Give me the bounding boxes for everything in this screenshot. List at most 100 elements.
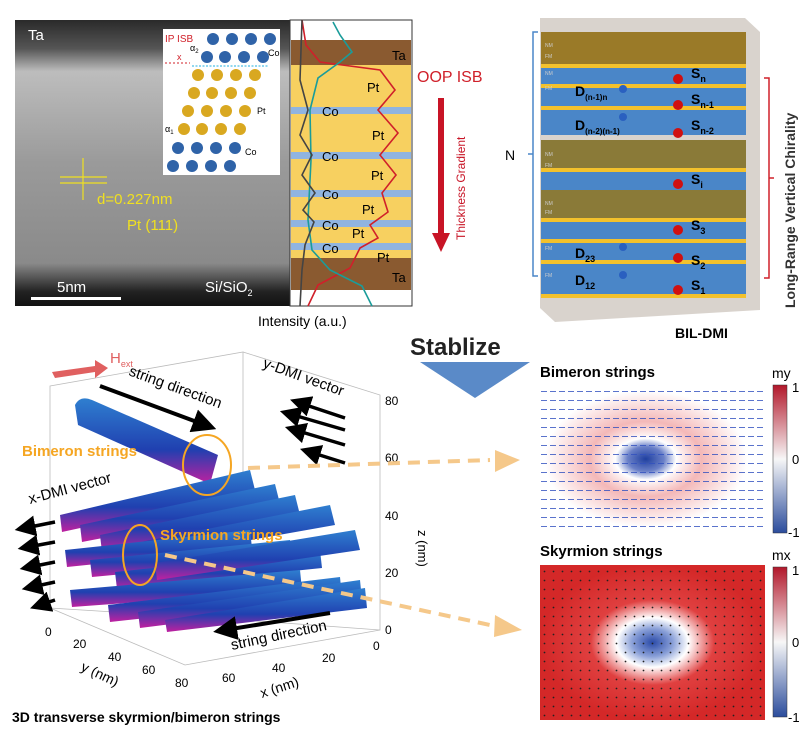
stabilize-arrow [420,362,530,398]
skyrmion-tubes [60,470,367,632]
svg-text:NM: NM [545,71,553,77]
svg-text:0: 0 [385,623,392,637]
x-axis-label: x (nm) [258,673,301,700]
bil-dmi-caption: BIL-DMI [675,325,728,341]
skyrmion-colorbar-label: mx [772,547,791,563]
svg-text:NM: NM [545,152,553,158]
skyrmion-map-title: Skyrmion strings [540,543,663,560]
svg-text:0: 0 [792,635,799,650]
strings-3d-panel: Hext string direction y-DMI vector x-DMI… [12,350,430,725]
ip-isb-inset: IP ISB x α2 α1 Co Pt Co [163,29,280,175]
svg-text:Co: Co [322,187,339,202]
svg-text:40: 40 [108,650,122,664]
multilayer-stack: NM FM NM FM NM FM NM FM FM FM Sn Sn-1 Sn-2 Si… [505,18,798,341]
svg-text:Pt: Pt [362,202,375,217]
substrate-label: Si/SiO2 [205,279,253,298]
y-dmi-label: y-DMI vector [261,355,347,400]
ta-top-label: Ta [28,27,45,44]
svg-text:Sn-1: Sn-1 [691,91,714,110]
inset-co-bottom: Co [245,147,257,157]
svg-text:D12: D12 [575,272,595,291]
svg-text:FM: FM [545,54,552,60]
scale-bar [31,297,121,300]
bimeron-map: Bimeron strings my 1 0 -1 [540,364,800,540]
connector-lines [164,458,491,627]
field-label: Hext [110,350,133,369]
x-dmi-label: x-DMI vector [27,469,114,507]
y-axis-ticks: 0 20 40 60 80 [45,625,189,690]
d-spacing-marker [60,158,107,200]
svg-text:0: 0 [792,452,799,467]
n-label: N [505,147,515,163]
svg-text:60: 60 [142,663,156,677]
svg-text:S1: S1 [691,277,705,296]
svg-text:1: 1 [792,380,799,395]
ip-isb-label: IP ISB [165,34,193,45]
intensity-profile-panel: Ta Pt Co Pt Co Pt Co Pt Co Pt Co Pt Ta I… [258,19,483,329]
skyrmion-map: Skyrmion strings mx 1 0 -1 [540,543,800,725]
svg-text:Pt: Pt [371,168,384,183]
thickness-gradient-label: Thickness Gradient [454,136,468,240]
bimeron-tube [75,398,218,484]
svg-text:NM: NM [545,43,553,49]
tem-image-panel: Ta Si/SiO2 5nm d=0.227nm Pt (111) IP ISB… [15,20,290,306]
skyrmion-strings-label: Skyrmion strings [160,527,283,544]
svg-text:Co: Co [322,241,339,256]
svg-text:D23: D23 [575,245,595,264]
svg-text:S2: S2 [691,252,705,271]
svg-text:0: 0 [45,625,52,639]
svg-text:Pt: Pt [372,128,385,143]
svg-text:Pt: Pt [367,80,380,95]
svg-text:80: 80 [175,676,189,690]
svg-text:Co: Co [322,149,339,164]
svg-text:FM: FM [545,163,552,169]
inset-pt: Pt [257,106,266,116]
svg-text:40: 40 [272,661,286,675]
svg-text:1: 1 [792,563,799,578]
svg-text:D(n-1)n: D(n-1)n [575,83,607,102]
svg-text:0: 0 [373,639,380,653]
chirality-label: Long-Range Vertical Chirality [782,113,798,308]
svg-text:-1: -1 [788,525,800,540]
inset-co-top: Co [268,48,280,58]
layer-labels: Ta Pt Co Pt Co Pt Co Pt Co Pt Co Pt Ta [322,48,407,285]
svg-text:Sn-2: Sn-2 [691,117,714,136]
svg-text:FM: FM [545,86,552,92]
intensity-axis-label: Intensity (a.u.) [258,313,347,329]
svg-text:FM: FM [545,210,552,216]
strings-caption: 3D transverse skyrmion/bimeron strings [12,709,281,725]
svg-text:80: 80 [385,394,399,408]
svg-text:Si: Si [691,171,703,190]
svg-text:FM: FM [545,273,552,279]
bimeron-strings-label: Bimeron strings [22,443,137,460]
svg-text:Ta: Ta [392,48,407,63]
svg-text:Ta: Ta [392,270,407,285]
svg-text:Pt: Pt [352,226,365,241]
alpha1-label: α1 [165,124,174,136]
svg-text:Pt: Pt [377,250,390,265]
svg-text:NM: NM [545,201,553,207]
svg-text:20: 20 [322,651,336,665]
svg-text:60: 60 [222,671,236,685]
inset-x-label: x [177,52,182,62]
svg-text:20: 20 [73,637,87,651]
svg-text:S3: S3 [691,217,705,236]
field-arrow [52,360,108,378]
scale-bar-label: 5nm [57,279,86,296]
svg-text:Sn: Sn [691,65,706,84]
svg-text:FM: FM [545,246,552,252]
alpha2-label: α2 [190,43,199,55]
bimeron-map-title: Bimeron strings [540,364,655,381]
plane-label: Pt (111) [127,217,178,234]
oop-isb-label: OOP ISB [417,69,483,86]
stabilize-label: Stablize [410,334,501,361]
d-spacing-label: d=0.227nm [97,191,172,208]
z-axis-label: z (nm) [415,530,430,567]
svg-text:20: 20 [385,566,399,580]
bimeron-colorbar-label: my [772,365,791,381]
x-axis-ticks: 0 20 40 60 [222,639,380,685]
svg-text:-1: -1 [788,710,800,725]
svg-text:40: 40 [385,509,399,523]
